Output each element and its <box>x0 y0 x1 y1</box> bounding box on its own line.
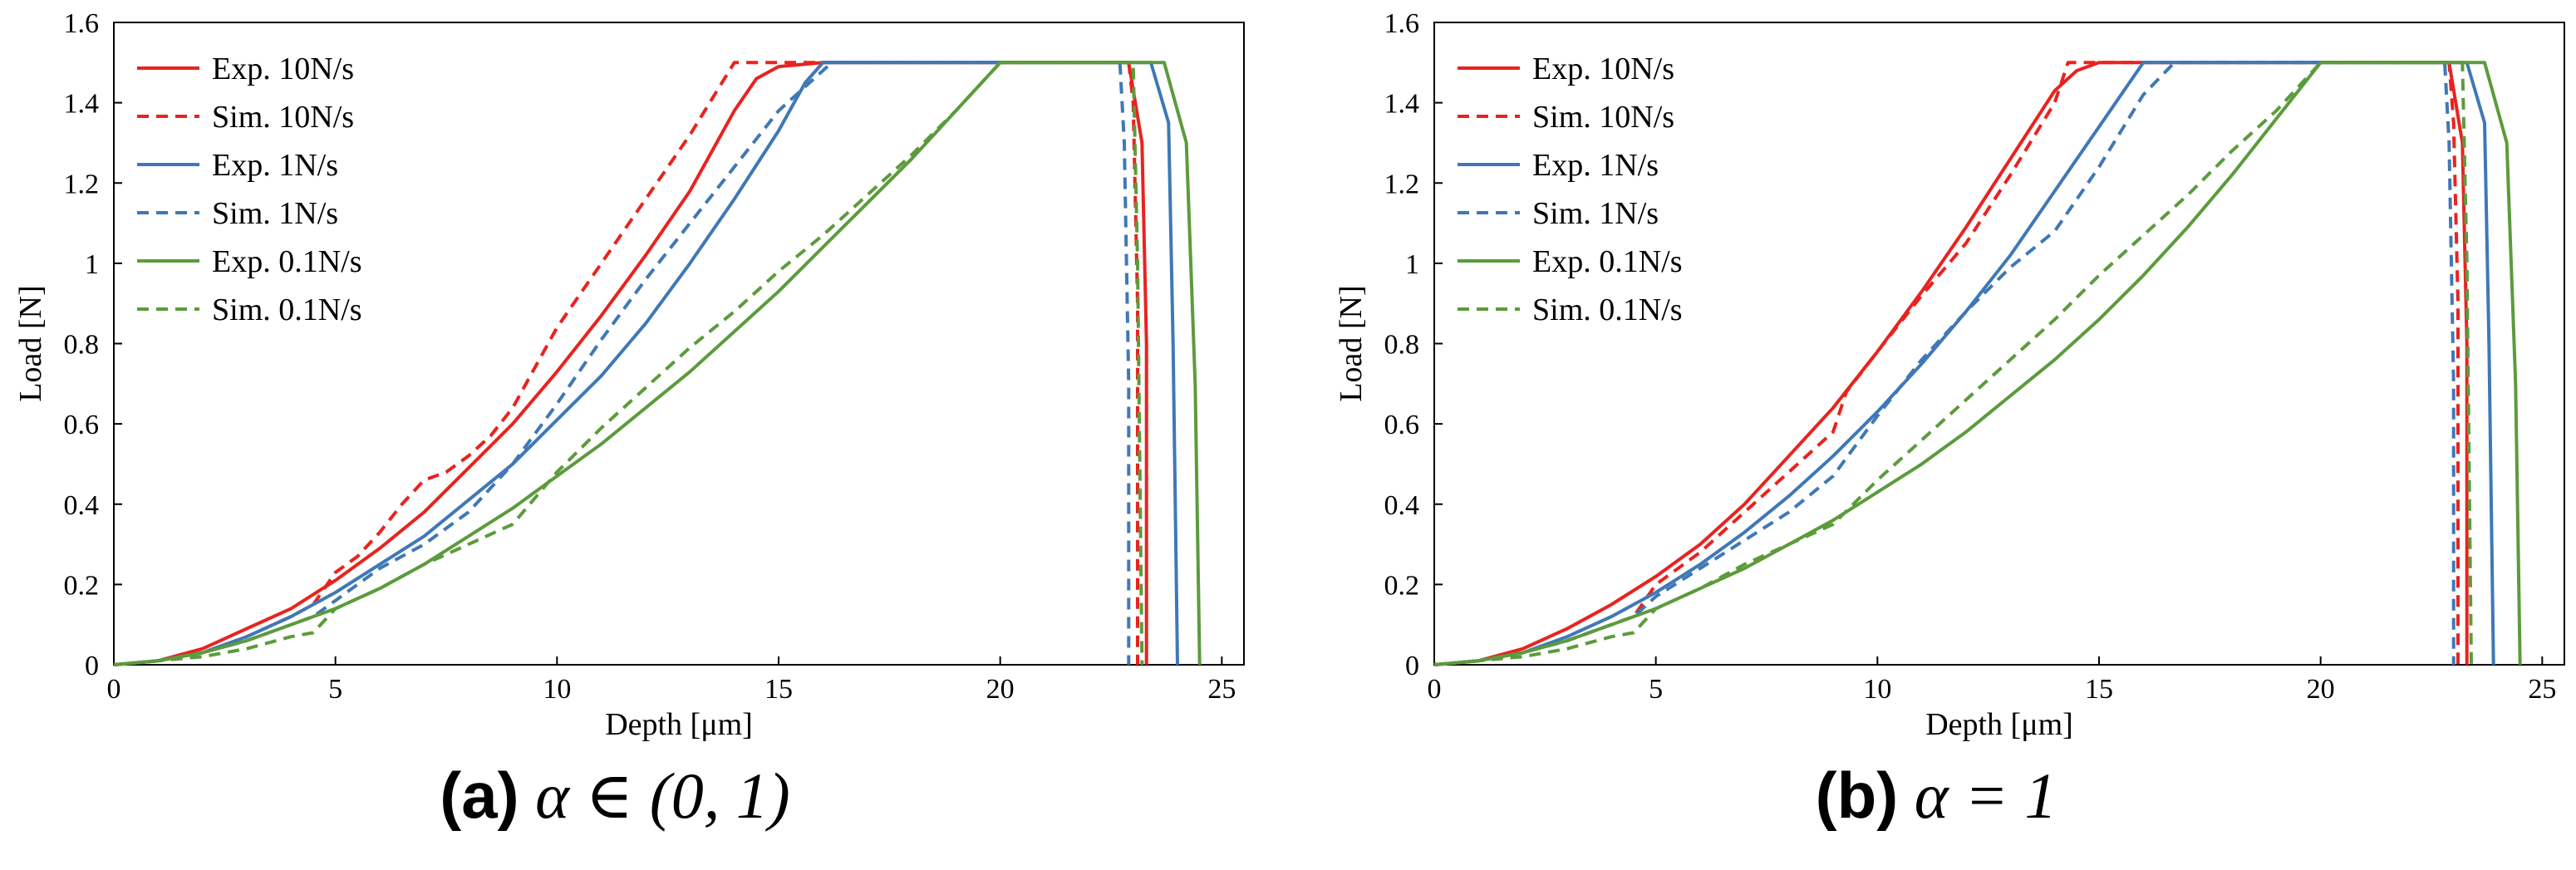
caption-b-letter: (b) <box>1815 759 1899 832</box>
legend-label-b-1: Sim. 10N/s <box>1532 100 1674 135</box>
caption-a: (a) α ∈ (0, 1) <box>440 758 789 833</box>
caption-a-letter: (a) <box>440 759 519 832</box>
caption-b: (b) α = 1 <box>1816 758 2057 833</box>
series-line-b-5 <box>1433 61 2473 666</box>
legend-label-a-3: Sim. 1N/s <box>212 196 338 231</box>
panel-b: 0 5 10 15 20 25 0 0.2 0.4 0.6 0.8 1 1.2 1.4 1.6 Depth [… <box>1334 8 2565 742</box>
y-tick-label-b: 0.2 <box>1384 570 1420 601</box>
y-tick-label-a: 1.6 <box>64 8 100 39</box>
panel-a: 0 5 10 15 20 25 0 0.2 0.4 0.6 0.8 1 1.2 1.4 1.6 Depth [… <box>13 8 1245 742</box>
x-tick-label-b: 25 <box>2528 674 2556 705</box>
series-line-a-5 <box>113 61 1144 666</box>
legend-label-a-5: Sim. 0.1N/s <box>212 292 362 327</box>
y-tick-label-a: 0.2 <box>64 570 100 601</box>
x-tick-label-a: 15 <box>764 674 793 705</box>
legend-label-b-4: Exp. 0.1N/s <box>1532 244 1683 279</box>
y-tick-label-b: 1.2 <box>1384 169 1420 199</box>
y-tick-label-a: 0 <box>85 651 99 681</box>
legend-label-a-0: Exp. 10N/s <box>212 52 354 86</box>
y-tick-label-b: 1.6 <box>1384 8 1420 39</box>
x-tick-label-b: 10 <box>1863 674 1891 705</box>
legend-label-b-5: Sim. 0.1N/s <box>1532 292 1683 327</box>
x-tick-label-b: 5 <box>1649 674 1663 705</box>
y-tick-label-a: 1.4 <box>64 89 100 120</box>
y-tick-label-b: 0.4 <box>1384 490 1420 521</box>
y-axis-label-a: Load [N] <box>13 285 48 401</box>
series-line-a-4 <box>113 61 1202 666</box>
x-axis-label-b: Depth [μm] <box>1925 707 2073 742</box>
x-tick-label-a: 0 <box>107 674 121 705</box>
y-tick-label-a: 0.8 <box>64 330 100 361</box>
x-tick-label-a: 25 <box>1207 674 1236 705</box>
legend-label-a-1: Sim. 10N/s <box>212 100 354 135</box>
legend-label-a-2: Exp. 1N/s <box>212 148 338 183</box>
x-tick-label-b: 15 <box>2085 674 2113 705</box>
y-tick-label-b: 0 <box>1405 651 1419 681</box>
y-tick-label-b: 0.6 <box>1384 410 1420 440</box>
y-tick-label-b: 0.8 <box>1384 330 1420 361</box>
y-tick-label-a: 1.2 <box>64 169 100 199</box>
y-tick-label-a: 0.4 <box>64 490 100 521</box>
x-tick-label-b: 20 <box>2307 674 2335 705</box>
y-tick-label-b: 1.4 <box>1384 89 1420 120</box>
legend-label-b-3: Sim. 1N/s <box>1532 196 1659 231</box>
series-line-b-4 <box>1433 61 2522 666</box>
y-tick-label-b: 1 <box>1405 249 1419 280</box>
x-tick-label-a: 5 <box>328 674 342 705</box>
legend-label-b-2: Exp. 1N/s <box>1532 148 1659 183</box>
x-tick-label-a: 20 <box>986 674 1015 705</box>
y-tick-label-a: 1 <box>85 249 99 280</box>
caption-a-math: α ∈ (0, 1) <box>535 759 790 832</box>
legend-label-b-0: Exp. 10N/s <box>1532 52 1674 86</box>
caption-b-math: α = 1 <box>1914 759 2057 832</box>
x-axis-label-a: Depth [μm] <box>605 707 753 742</box>
legend-label-a-4: Exp. 0.1N/s <box>212 244 362 279</box>
y-axis-label-b: Load [N] <box>1334 285 1369 401</box>
x-tick-label-b: 0 <box>1428 674 1442 705</box>
y-tick-label-a: 0.6 <box>64 410 100 440</box>
series-line-b-1 <box>1433 61 2460 666</box>
x-tick-label-a: 10 <box>543 674 571 705</box>
